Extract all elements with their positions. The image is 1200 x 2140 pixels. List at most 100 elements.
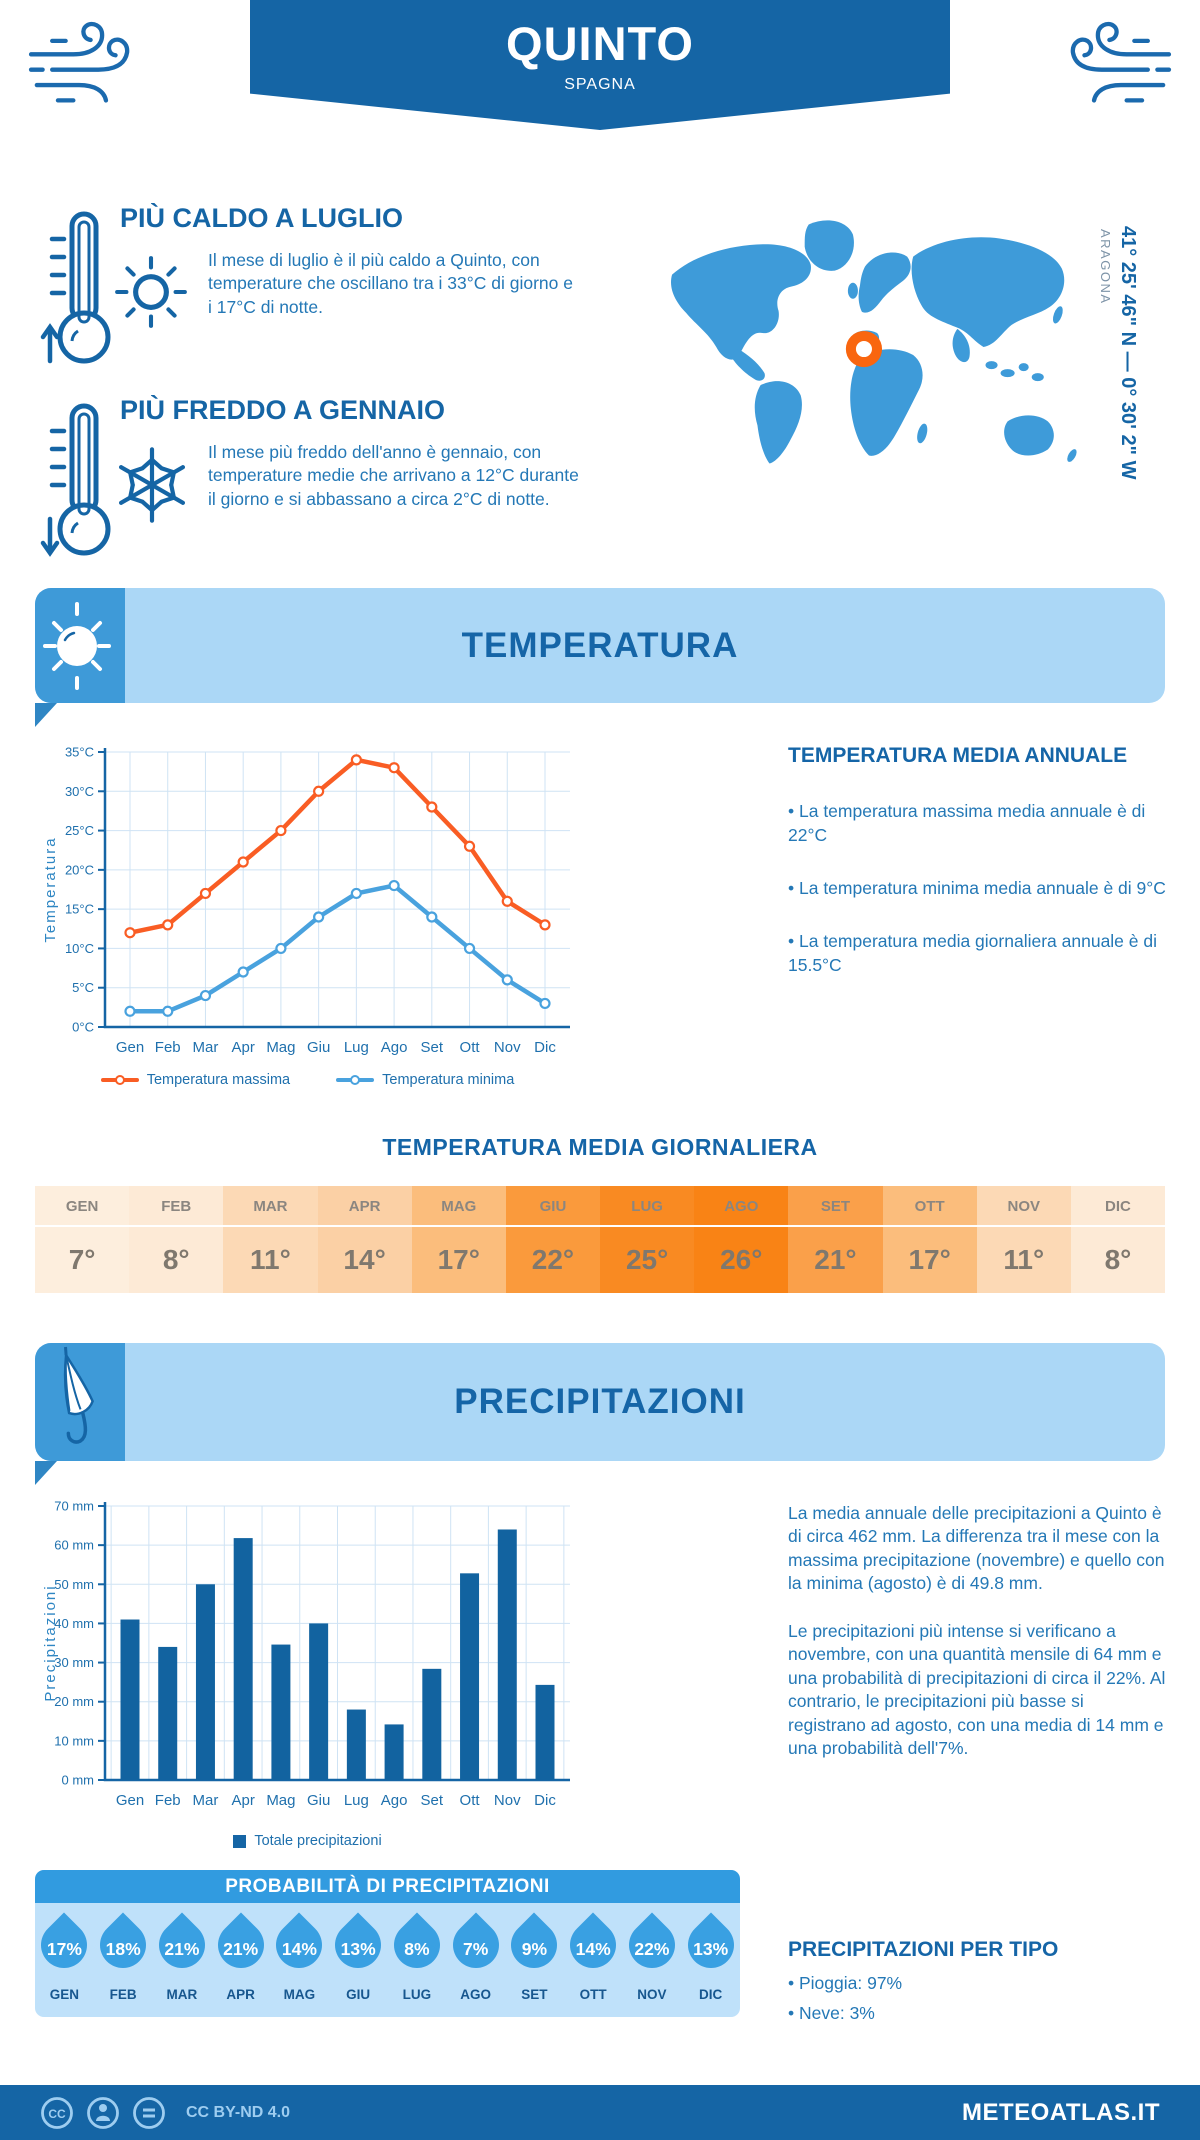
probability-value: 8% xyxy=(404,1939,430,1959)
probability-month: APR xyxy=(226,1987,255,2002)
table-temperature-value: 11° xyxy=(976,1227,1071,1293)
table-temperature-value: 17° xyxy=(411,1227,506,1293)
probability-value: 7% xyxy=(462,1939,489,1959)
temperature-summary: TEMPERATURA MEDIA ANNUALE • La temperatu… xyxy=(788,742,1166,977)
svg-text:60 mm: 60 mm xyxy=(54,1538,94,1553)
cc-icon: CC xyxy=(41,2096,73,2129)
probability-droplets-row: 17% GEN 18% FEB 21% MAR 21% APR 14% MAG 13% GIU 8% LU… xyxy=(35,1903,740,2017)
svg-text:Apr: Apr xyxy=(232,1792,255,1809)
location-marker xyxy=(845,330,883,368)
probability-item: 21% MAR xyxy=(149,1903,215,2017)
table-temperature-value: 25° xyxy=(600,1227,695,1293)
table-temperature-value: 7° xyxy=(35,1227,130,1293)
table-column: LUG 25° xyxy=(600,1186,695,1293)
precipitation-section-title: PRECIPITAZIONI xyxy=(454,1382,746,1421)
svg-text:10 mm: 10 mm xyxy=(54,1733,94,1748)
table-temperature-value: 11° xyxy=(223,1227,318,1293)
svg-text:15°C: 15°C xyxy=(65,902,94,917)
table-month-header: MAG xyxy=(411,1186,506,1227)
cc-nd-icon xyxy=(133,2096,165,2129)
svg-text:20°C: 20°C xyxy=(65,862,94,877)
table-column: APR 14° xyxy=(317,1186,412,1293)
probability-month: MAR xyxy=(166,1987,198,2002)
svg-text:Ott: Ott xyxy=(460,1792,481,1809)
table-column: SET 21° xyxy=(788,1186,883,1293)
coldest-month-block: PIÙ FREDDO A GENNAIO Il mese più freddo … xyxy=(40,395,588,567)
probability-value: 21% xyxy=(223,1939,259,1959)
table-column: AGO 26° xyxy=(694,1186,789,1293)
umbrella-band-icon xyxy=(35,1343,125,1461)
table-temperature-value: 17° xyxy=(882,1227,977,1293)
precipitation-paragraph: La media annuale delle precipitazioni a … xyxy=(788,1503,1165,1594)
svg-text:Giu: Giu xyxy=(307,1792,330,1809)
sun-icon xyxy=(115,256,187,328)
probability-month: DIC xyxy=(699,1987,723,2002)
svg-text:Nov: Nov xyxy=(494,1039,521,1056)
legend-swatch xyxy=(233,1834,247,1848)
probability-item: 17% GEN xyxy=(35,1903,97,2017)
probability-value: 14% xyxy=(281,1939,317,1959)
svg-text:Mag: Mag xyxy=(266,1039,295,1056)
license-badges: CC CC BY-ND 4.0 xyxy=(40,2096,290,2130)
table-month-header: OTT xyxy=(882,1186,977,1227)
summary-bullet: • La temperatura minima media annuale è … xyxy=(788,878,1166,898)
svg-text:Nov: Nov xyxy=(494,1792,521,1809)
precipitation-text: La media annuale delle precipitazioni a … xyxy=(788,1502,1166,1784)
wind-icon xyxy=(28,21,130,103)
probability-value: 21% xyxy=(164,1939,200,1959)
svg-text:5°C: 5°C xyxy=(72,980,94,995)
table-column: MAR 11° xyxy=(223,1186,318,1293)
svg-text:Gen: Gen xyxy=(116,1039,144,1056)
table-month-header: GEN xyxy=(35,1186,130,1227)
precipitation-type-item: • Pioggia: 97% xyxy=(788,1973,903,1994)
probability-month: MAG xyxy=(283,1987,316,2002)
svg-text:Precipitazioni: Precipitazioni xyxy=(42,1584,59,1701)
probability-value: 22% xyxy=(634,1939,670,1959)
svg-text:Mag: Mag xyxy=(266,1792,295,1809)
svg-text:Lug: Lug xyxy=(344,1792,369,1809)
hottest-month-block: PIÙ CALDO A LUGLIO Il mese di luglio è i… xyxy=(40,203,588,375)
temperature-section-band: TEMPERATURA xyxy=(35,588,1165,703)
summary-bullet: • La temperatura massima media annuale è… xyxy=(788,801,1146,845)
svg-text:Ago: Ago xyxy=(381,1039,408,1056)
table-column: NOV 11° xyxy=(976,1186,1071,1293)
precipitation-probability-panel: PROBABILITÀ DI PRECIPITAZIONI 17% GEN 18% F… xyxy=(35,1870,740,2017)
probability-value: 13% xyxy=(340,1939,376,1959)
svg-text:Dic: Dic xyxy=(534,1039,556,1056)
svg-text:Gen: Gen xyxy=(116,1792,144,1809)
probability-value: 18% xyxy=(105,1939,141,1959)
probability-month: LUG xyxy=(402,1987,432,2002)
thermometer-down-icon xyxy=(40,403,111,557)
probability-month: SET xyxy=(521,1987,548,2002)
svg-text:40 mm: 40 mm xyxy=(54,1616,94,1631)
svg-text:30°C: 30°C xyxy=(65,784,94,799)
table-column: GIU 22° xyxy=(505,1186,601,1293)
svg-text:10°C: 10°C xyxy=(65,941,94,956)
svg-text:20 mm: 20 mm xyxy=(54,1694,94,1709)
cc-by-person-icon xyxy=(87,2096,119,2129)
svg-text:Lug: Lug xyxy=(344,1039,369,1056)
table-column: DIC 8° xyxy=(1070,1186,1166,1293)
probability-month: NOV xyxy=(637,1987,667,2002)
hottest-month-text: Il mese di luglio è il più caldo a Quint… xyxy=(208,250,573,317)
probability-value: 14% xyxy=(575,1939,611,1959)
probability-item: 21% APR xyxy=(208,1903,274,2017)
probability-value: 17% xyxy=(46,1939,82,1959)
precipitation-chart-legend: Totale precipitazioni xyxy=(35,1833,580,1849)
probability-item: 8% LUG xyxy=(384,1903,450,2017)
probability-item: 14% MAG xyxy=(266,1903,332,2017)
legend-item: Temperatura massima xyxy=(100,1072,290,1088)
svg-text:CC: CC xyxy=(48,2107,66,2121)
table-month-header: APR xyxy=(317,1186,412,1227)
probability-month: OTT xyxy=(579,1987,607,2002)
table-month-header: LUG xyxy=(600,1186,695,1227)
legend-label: Totale precipitazioni xyxy=(254,1833,382,1849)
probability-title: PROBABILITÀ DI PRECIPITAZIONI xyxy=(35,1870,740,1903)
world-map xyxy=(671,220,1077,464)
svg-text:Apr: Apr xyxy=(232,1039,255,1056)
svg-text:Mar: Mar xyxy=(193,1039,219,1056)
svg-text:Ago: Ago xyxy=(381,1792,408,1809)
svg-text:25°C: 25°C xyxy=(65,823,94,838)
table-month-header: MAR xyxy=(223,1186,318,1227)
